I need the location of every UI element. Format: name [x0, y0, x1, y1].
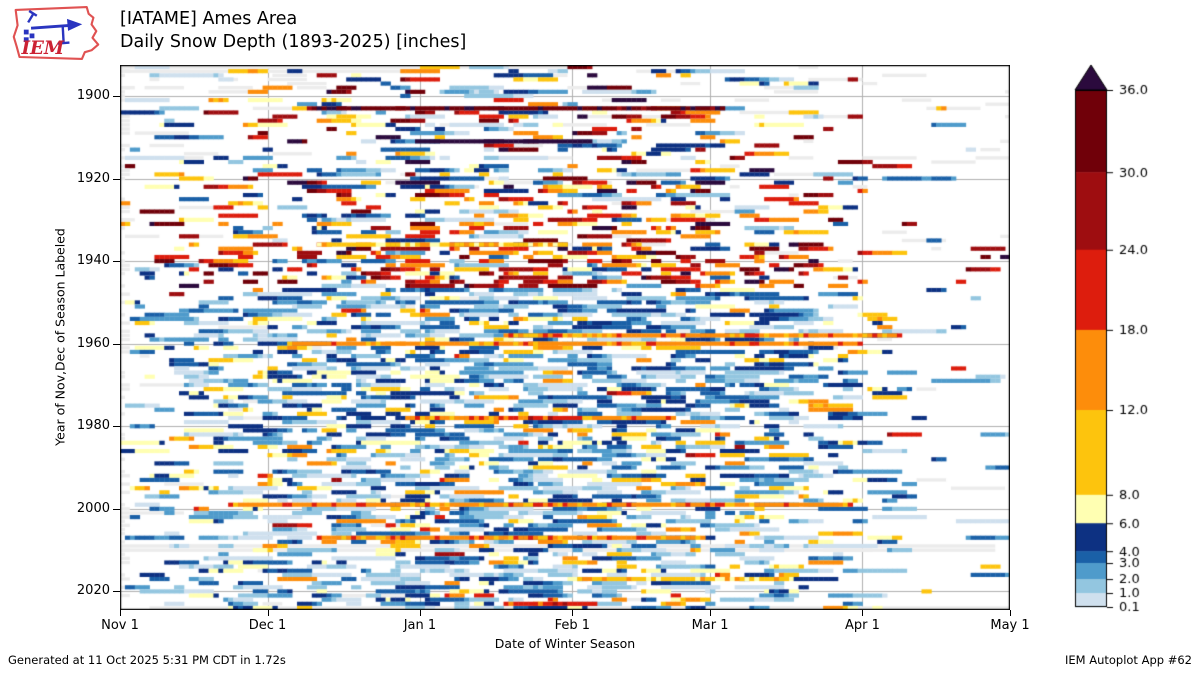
y-tick-label: 1900 [76, 87, 110, 103]
x-tick-label: Feb 1 [554, 618, 591, 633]
x-tick-mark [710, 610, 712, 616]
chart-title-line1: [IATAME] Ames Area [120, 9, 298, 29]
x-tick-label: Nov 1 [101, 618, 139, 633]
colorbar-canvas [1073, 61, 1188, 615]
iowa-outline-icon [12, 6, 100, 60]
x-tick-label: Apr 1 [845, 618, 880, 633]
y-tick-label: 1960 [76, 335, 110, 351]
iem-logo: IEM [12, 6, 100, 60]
y-tick-mark [113, 178, 120, 180]
y-tick-label: 1980 [76, 418, 110, 434]
y-tick-label: 2000 [76, 500, 110, 516]
x-axis-label: Date of Winter Season [494, 636, 636, 651]
x-tick-mark [1010, 610, 1011, 616]
x-tick-mark [267, 610, 269, 616]
x-tick-mark [862, 610, 864, 616]
y-axis-label: Year of Nov,Dec of Season Labeled [52, 228, 68, 446]
y-tick-mark [113, 508, 120, 510]
autoplot-app-label: IEM Autoplot App #62 [1064, 653, 1192, 667]
y-tick-label: 1920 [76, 170, 110, 186]
y-tick-mark [113, 343, 120, 345]
x-tick-mark [419, 610, 421, 616]
heatmap-canvas [120, 65, 1010, 610]
y-tick-mark [113, 591, 120, 593]
x-tick-label: Jan 1 [403, 618, 437, 633]
x-tick-label: May 1 [990, 618, 1030, 633]
logo-text: IEM [20, 38, 64, 59]
generated-timestamp: Generated at 11 Oct 2025 5:31 PM CDT in … [8, 653, 286, 667]
y-tick-mark [113, 261, 120, 263]
x-tick-label: Mar 1 [691, 618, 729, 633]
y-tick-mark [113, 426, 120, 428]
y-tick-mark [113, 95, 120, 97]
weather-vane-icon [23, 9, 83, 45]
x-tick-mark [572, 610, 574, 616]
x-tick-mark [120, 610, 121, 616]
y-tick-label: 2020 [76, 583, 110, 599]
chart-title-line2: Daily Snow Depth (1893-2025) [inches] [120, 32, 467, 52]
x-tick-label: Dec 1 [248, 618, 287, 633]
y-tick-label: 1940 [76, 253, 110, 269]
